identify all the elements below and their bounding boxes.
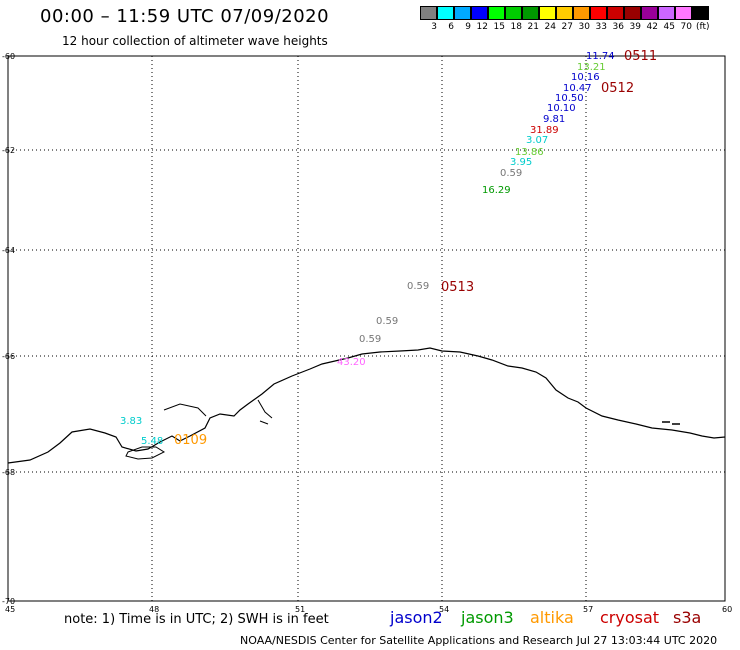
scale-label: 6 xyxy=(448,22,454,32)
wave-height-value: 13.21 xyxy=(577,62,606,73)
scale-swatch xyxy=(454,6,471,20)
wave-height-value: 13.86 xyxy=(515,147,544,158)
scale-swatch xyxy=(658,6,675,20)
scale-label: 18 xyxy=(510,22,522,32)
scale-label: 27 xyxy=(561,22,573,32)
wave-height-value: 11.74 xyxy=(586,51,615,62)
color-scale-labels: 3 6 9 12 15 18 21 24 27 30 33 36 39 42 45 70 (ft) xyxy=(420,22,710,32)
scale-label: 36 xyxy=(612,22,624,32)
scale-swatch xyxy=(675,6,692,20)
scale-swatch xyxy=(488,6,505,20)
lat-tick-label: -60 xyxy=(2,52,15,61)
wave-height-value: 3.83 xyxy=(120,416,142,427)
scale-swatch xyxy=(522,6,539,20)
scale-label: 42 xyxy=(646,22,658,32)
scale-label: 21 xyxy=(527,22,539,32)
legend-cryosat: cryosat xyxy=(600,608,660,627)
lon-tick-label: 54 xyxy=(439,605,449,614)
scale-swatch xyxy=(590,6,607,20)
credit-line: NOAA/NESDIS Center for Satellite Applica… xyxy=(240,634,718,647)
scale-swatch xyxy=(573,6,590,20)
time-label: 0511 xyxy=(624,49,657,64)
scale-label: 9 xyxy=(465,22,471,32)
scale-swatch xyxy=(437,6,454,20)
lon-tick-label: 57 xyxy=(583,605,593,614)
map-subtitle: 12 hour collection of altimeter wave hei… xyxy=(62,34,328,48)
map-title: 00:00 – 11:59 UTC 07/09/2020 xyxy=(40,6,330,27)
lon-tick-label: 51 xyxy=(295,605,305,614)
scale-swatch xyxy=(607,6,624,20)
scale-label: 15 xyxy=(493,22,505,32)
lat-tick-label: -68 xyxy=(2,468,15,477)
scale-label: 3 xyxy=(431,22,437,32)
wave-height-value: 0.59 xyxy=(376,316,398,327)
wave-height-value: 3.95 xyxy=(510,157,532,168)
wave-height-values: 11.7413.2110.1610.4710.5010.109.8131.893… xyxy=(120,51,615,447)
wave-height-value: 5.48 xyxy=(141,436,163,447)
islet-marks xyxy=(662,421,680,425)
wave-height-value: 43.20 xyxy=(337,357,366,368)
scale-label: 12 xyxy=(476,22,488,32)
scale-swatch xyxy=(556,6,573,20)
legend-jason3: jason3 xyxy=(461,608,514,627)
scale-swatch xyxy=(471,6,488,20)
map-frame xyxy=(7,55,726,602)
lon-tick-label: 48 xyxy=(149,605,159,614)
legend-altika: altika xyxy=(530,608,574,627)
wave-height-value: 10.16 xyxy=(571,72,600,83)
wave-height-value: 10.47 xyxy=(563,83,592,94)
scale-unit: (ft) xyxy=(696,22,710,32)
scale-swatch xyxy=(539,6,556,20)
wave-height-value: 3.07 xyxy=(526,135,548,146)
wave-height-value: 0.59 xyxy=(407,281,429,292)
map-grid xyxy=(8,56,725,601)
lon-tick-label: 60 xyxy=(722,605,732,614)
time-label: 0513 xyxy=(441,280,474,295)
island-outline xyxy=(125,446,166,460)
antarctic-coastline xyxy=(7,347,726,464)
scale-swatch xyxy=(505,6,522,20)
legend-s3a: s3a xyxy=(673,608,702,627)
color-scale xyxy=(420,6,709,20)
wave-height-value: 16.29 xyxy=(482,185,511,196)
ice-shelf-outline xyxy=(163,399,273,425)
wave-height-value: 0.59 xyxy=(359,334,381,345)
scale-label: 45 xyxy=(663,22,675,32)
scale-label: 30 xyxy=(578,22,590,32)
scale-swatch xyxy=(420,6,437,20)
wave-height-value: 10.50 xyxy=(555,93,584,104)
scale-label: 39 xyxy=(629,22,641,32)
scale-label: 33 xyxy=(595,22,607,32)
lat-tick-label: -64 xyxy=(2,246,15,255)
wave-height-value: 31.89 xyxy=(530,125,559,136)
lat-tick-label: -66 xyxy=(2,352,15,361)
scale-swatch xyxy=(641,6,658,20)
time-label: 0512 xyxy=(601,81,634,96)
wave-height-value: 10.10 xyxy=(547,103,576,114)
time-labels: 0511 0512 0513 0109 xyxy=(174,49,657,448)
scale-label: 24 xyxy=(544,22,556,32)
scale-swatch xyxy=(692,6,709,20)
time-label: 0109 xyxy=(174,433,207,448)
units-note: note: 1) Time is in UTC; 2) SWH is in fe… xyxy=(64,612,329,627)
lat-tick-label: -62 xyxy=(2,146,15,155)
scale-swatch xyxy=(624,6,641,20)
lat-tick-label: -70 xyxy=(2,597,15,606)
lon-tick-label: 45 xyxy=(5,605,15,614)
scale-label: 70 xyxy=(680,22,692,32)
legend-jason2: jason2 xyxy=(390,608,443,627)
wave-height-value: 9.81 xyxy=(543,114,565,125)
wave-height-value: 0.59 xyxy=(500,168,522,179)
